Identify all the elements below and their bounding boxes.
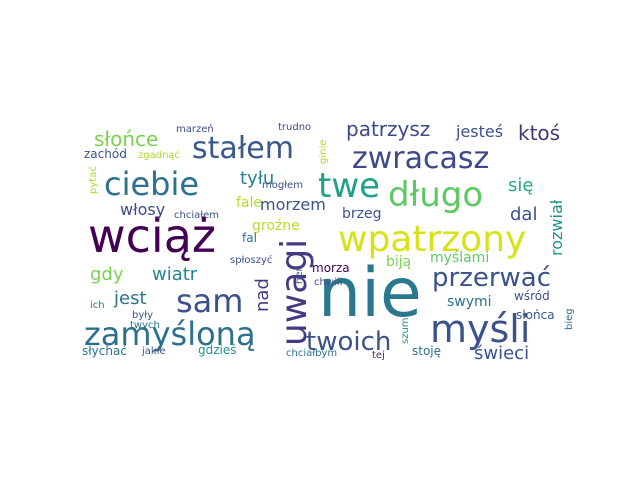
cloud-word: morza <box>312 261 350 275</box>
cloud-word: jesteś <box>455 122 503 141</box>
cloud-word: hen <box>294 265 305 284</box>
cloud-word: słychać <box>82 344 127 358</box>
cloud-word: słońca <box>516 308 555 322</box>
cloud-word: myślami <box>430 250 489 266</box>
cloud-word: fale <box>236 195 262 211</box>
cloud-word: chwili <box>314 277 342 288</box>
cloud-word: były <box>132 310 153 321</box>
cloud-word: sam <box>176 282 243 320</box>
cloud-word: twe <box>318 166 380 206</box>
cloud-word: gdzieś <box>198 343 237 357</box>
cloud-word: stałem <box>192 131 294 166</box>
cloud-word: wiatr <box>152 264 198 285</box>
cloud-word: gdy <box>90 264 124 285</box>
cloud-word: chciałbym <box>286 348 337 359</box>
cloud-word: rozwiał <box>547 199 566 256</box>
cloud-word: pytać <box>87 166 99 194</box>
cloud-word: stoję <box>412 344 441 358</box>
cloud-word: biją <box>386 254 411 270</box>
cloud-word: myśli <box>430 307 530 351</box>
cloud-word: groźne <box>252 218 300 234</box>
cloud-word: swymi <box>447 294 492 310</box>
cloud-word: mogłem <box>262 180 303 191</box>
cloud-word: bieg <box>564 308 575 330</box>
cloud-word: twoich <box>306 327 391 357</box>
cloud-word: dal <box>510 204 537 225</box>
cloud-word: twych <box>130 320 160 331</box>
cloud-word: uwagi <box>274 239 315 346</box>
cloud-word: przerwać <box>432 263 551 293</box>
cloud-word: długo <box>388 175 483 215</box>
cloud-word: zgadnąć <box>138 149 180 161</box>
cloud-word: świeci <box>474 343 529 364</box>
cloud-word: fal <box>242 231 257 245</box>
cloud-word: wśród <box>514 289 550 303</box>
cloud-word: zamyśloną <box>84 315 256 353</box>
cloud-word: szum <box>400 317 411 344</box>
cloud-word: morzem <box>260 195 326 214</box>
cloud-word: jakie <box>141 346 166 357</box>
cloud-word: nad <box>252 278 273 312</box>
cloud-word: nie <box>318 254 422 333</box>
cloud-word: się <box>508 175 533 196</box>
cloud-word: patrzysz <box>346 117 430 141</box>
cloud-word: słońce <box>94 127 158 151</box>
cloud-word: zwracasz <box>352 141 489 176</box>
cloud-word: marzeń <box>176 123 214 135</box>
cloud-word: spłoszyć <box>230 254 272 266</box>
cloud-word: włosy <box>120 200 165 219</box>
cloud-word: ich <box>90 300 105 311</box>
cloud-word: tyłu <box>240 168 274 189</box>
cloud-word: wpatrzony <box>338 219 526 260</box>
cloud-word: brzeg <box>342 206 382 222</box>
cloud-word: jest <box>113 288 147 309</box>
cloud-word: tej <box>372 350 385 361</box>
cloud-word: ginie <box>318 140 329 164</box>
cloud-word: trudno <box>278 122 311 133</box>
cloud-word: ciebie <box>104 165 199 203</box>
cloud-word: chciałem <box>174 210 219 221</box>
cloud-word: wciąż <box>88 209 216 263</box>
cloud-word: zachód <box>84 147 127 161</box>
cloud-word: ktoś <box>518 121 560 145</box>
